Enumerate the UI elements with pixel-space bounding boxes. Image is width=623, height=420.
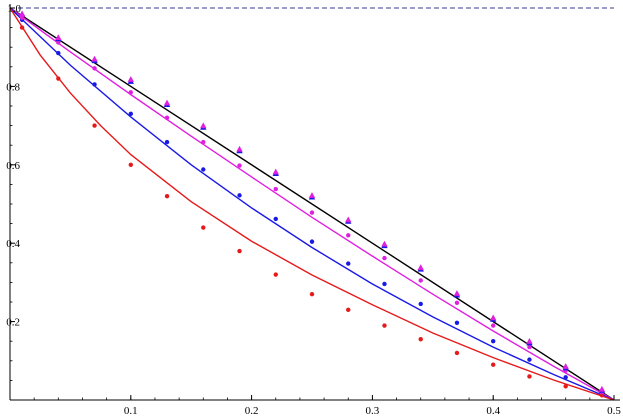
data-point	[491, 339, 496, 344]
y-tick-label: 0.4	[6, 238, 20, 250]
data-point-triangle	[18, 10, 26, 17]
data-point	[382, 255, 387, 261]
data-point	[92, 82, 97, 87]
data-point-triangle	[163, 99, 171, 106]
data-point	[309, 210, 315, 215]
data-point-triangle	[272, 168, 279, 175]
y-tick-label: 0.8	[6, 81, 20, 93]
data-point-triangle	[127, 76, 134, 82]
data-point	[527, 357, 532, 362]
data-point	[164, 139, 170, 145]
data-point	[92, 66, 97, 71]
data-point	[346, 261, 351, 266]
data-point	[382, 323, 387, 328]
x-tick-label: 0.1	[124, 405, 138, 417]
data-point	[309, 291, 315, 297]
data-point	[237, 163, 242, 168]
data-point	[454, 320, 460, 325]
series-line-1	[9, 7, 615, 401]
data-point	[128, 111, 133, 117]
data-point	[491, 362, 496, 367]
data-point	[563, 375, 568, 380]
y-tick-label: 0.2	[6, 317, 20, 329]
data-point-triangle	[417, 264, 424, 271]
data-point-triangle	[55, 34, 62, 40]
data-point	[164, 193, 170, 199]
data-point	[201, 167, 206, 172]
data-point	[56, 50, 61, 56]
data-point	[382, 281, 387, 287]
data-point	[56, 76, 61, 81]
data-point	[128, 90, 133, 95]
data-point	[454, 300, 460, 305]
data-point	[164, 115, 170, 120]
curves-layer	[9, 7, 615, 401]
data-point-triangle	[345, 216, 352, 223]
data-point	[309, 239, 315, 244]
data-point	[454, 350, 460, 356]
data-point	[19, 25, 25, 30]
data-point-triangle	[91, 55, 98, 62]
data-point	[527, 374, 532, 379]
series-line-2	[9, 7, 615, 401]
data-point-triangle	[598, 385, 606, 392]
y-tick-label: 0.6	[6, 160, 20, 172]
axes-layer: 0.1 0.2 0.3 0.4 0.5 0.2 0.4 0.6 0.8 1.0	[6, 3, 621, 417]
data-point	[237, 248, 242, 254]
data-point-triangle	[200, 122, 207, 129]
data-point	[563, 384, 568, 389]
data-point	[19, 15, 25, 20]
data-point	[237, 193, 242, 198]
data-point	[273, 216, 278, 222]
data-point	[599, 393, 605, 398]
data-point	[418, 301, 423, 307]
data-point	[527, 344, 532, 350]
data-point	[201, 225, 206, 230]
x-tick-label: 0.3	[366, 405, 380, 417]
data-point	[92, 123, 97, 128]
data-point	[128, 162, 133, 167]
data-point	[346, 307, 351, 313]
data-point-triangle	[562, 363, 569, 369]
data-point	[56, 40, 61, 45]
data-point	[346, 233, 351, 238]
data-point	[418, 337, 423, 342]
data-point-triangle	[453, 290, 461, 296]
data-point-triangle	[236, 145, 243, 152]
series-line-4	[9, 7, 615, 401]
data-point	[201, 139, 206, 145]
data-point	[418, 278, 423, 283]
data-point	[273, 186, 278, 192]
data-point-triangle	[490, 314, 497, 321]
data-point-triangle	[526, 338, 533, 344]
data-point-triangle	[381, 240, 388, 247]
data-point	[273, 272, 278, 277]
data-point	[491, 323, 496, 328]
data-point-triangle	[308, 192, 316, 198]
x-tick-label: 0.5	[607, 405, 621, 417]
x-tick-label: 0.2	[245, 405, 259, 417]
y-tick-label: 1.0	[7, 3, 21, 15]
series-line-3	[9, 7, 615, 401]
points-layer	[18, 10, 606, 398]
x-tick-label: 0.4	[486, 405, 500, 417]
